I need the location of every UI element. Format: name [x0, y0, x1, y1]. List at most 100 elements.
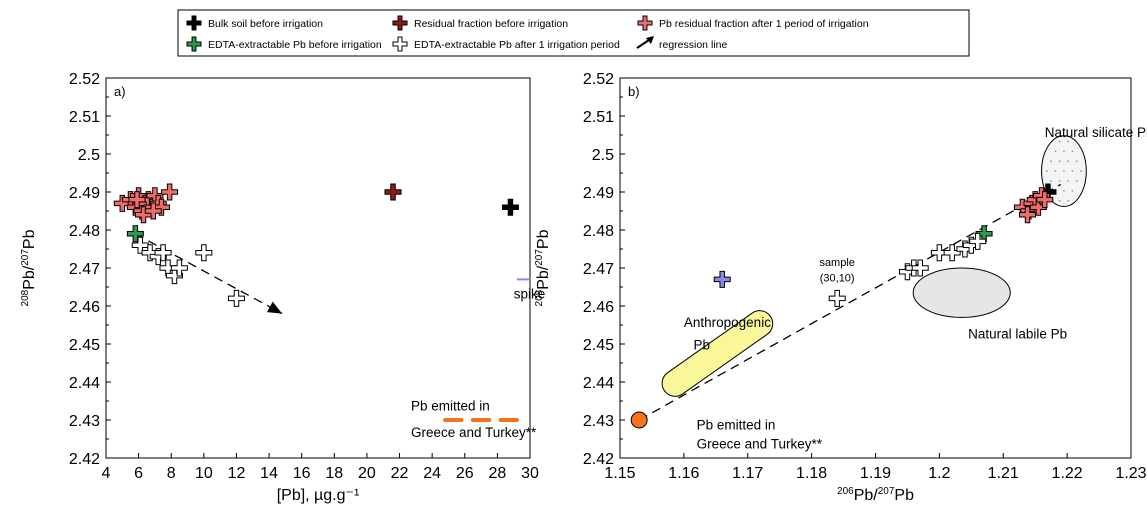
x-tick-label: 1.23	[1115, 465, 1146, 482]
legend-arrow-icon	[646, 36, 654, 44]
y-tick-label: 2.51	[69, 109, 100, 126]
natural-silicate-dot	[1058, 180, 1061, 182]
y-tick-label: 2.48	[583, 223, 614, 240]
anthropogenic-region	[661, 310, 774, 397]
natural-silicate-dot	[1071, 170, 1074, 173]
data-point-series-4	[713, 270, 731, 288]
y-axis-label-part: Pb	[535, 229, 552, 249]
emitted-pb-point	[630, 411, 648, 429]
data-point-series-4	[141, 244, 159, 262]
regression-line	[638, 183, 1062, 421]
y-tick-label: 2.46	[583, 299, 614, 316]
annotation: Anthropogenic	[684, 315, 771, 330]
natural-silicate-dot	[1075, 160, 1078, 163]
natural-silicate-dot	[1071, 189, 1074, 192]
x-tick-label: 1.16	[668, 465, 699, 482]
data-point-series-4	[170, 259, 188, 277]
y-tick-label: 2.42	[69, 451, 100, 468]
data-point-series-2	[128, 191, 146, 209]
x-tick-label: 12	[228, 465, 246, 482]
y-tick-label: 2.44	[69, 375, 100, 392]
panel-b: 2.42 2.43 2.44 2.45 2.46 2.47 2.48 2.49 2.5 2.51 2…	[534, 71, 1147, 504]
y-tick-label: 2.48	[69, 223, 100, 240]
x-axis-label-part: Pb	[894, 487, 914, 504]
data-point-series-4	[195, 244, 213, 262]
natural-silicate-dot	[1050, 160, 1053, 163]
natural-silicate-dot	[1058, 199, 1061, 202]
x-tick-label: 1.19	[860, 465, 891, 482]
y-axis-label: 208Pb/207Pb	[534, 229, 552, 306]
annotation: Pb emitted in	[697, 418, 776, 433]
legend-label: regression line	[659, 39, 727, 51]
annotation: Pb emitted in	[411, 399, 490, 414]
annotation: (30,10)	[820, 272, 855, 284]
y-tick-label: 2.51	[583, 109, 614, 126]
x-tick-label: 24	[423, 465, 441, 482]
x-tick-label: 18	[325, 465, 343, 482]
y-axis-label-part: 207	[534, 249, 545, 266]
panel-label: b)	[628, 84, 640, 99]
y-axis-label-part: 207	[20, 249, 31, 266]
x-axis-label: [Pb], µg.g⁻¹	[277, 487, 360, 504]
annotation: Natural silicate Pb	[1045, 125, 1147, 140]
natural-silicate-dot	[1058, 140, 1061, 143]
natural-silicate-dot	[1080, 170, 1082, 173]
annotation: Pb	[693, 338, 710, 353]
legend-marker-2-icon	[637, 15, 653, 31]
y-axis-label-part: 208	[534, 289, 545, 306]
x-tick-label: 1.17	[732, 465, 763, 482]
annotation: spike	[514, 286, 546, 301]
data-point-series-1	[384, 183, 402, 201]
y-tick-label: 2.52	[69, 71, 100, 88]
y-axis-label-part: Pb/	[535, 265, 552, 290]
plot-frame	[619, 77, 1132, 459]
legend-label: Bulk soil before irrigation	[208, 18, 323, 30]
x-tick-label: 8	[167, 465, 176, 482]
legend-label: EDTA-extractable Pb after 1 irrigation p…	[414, 39, 620, 51]
data-point-series-2	[144, 202, 162, 220]
annotation: sample	[819, 257, 854, 269]
data-point-series-3	[969, 232, 987, 250]
y-tick-label: 2.5	[592, 147, 614, 164]
x-axis-label-part: Pb/	[854, 487, 879, 504]
y-tick-label: 2.5	[78, 147, 100, 164]
x-tick-label: 28	[488, 465, 506, 482]
regression-line	[135, 233, 283, 315]
natural-silicate-dot	[1067, 160, 1070, 163]
annotation: Greece and Turkey**	[697, 437, 823, 452]
y-tick-label: 2.49	[583, 185, 614, 202]
x-axis-label: 206Pb/207Pb	[837, 486, 914, 504]
y-tick-label: 2.44	[583, 375, 614, 392]
natural-silicate-dot	[1063, 150, 1065, 153]
natural-silicate-dot	[1067, 180, 1070, 182]
y-tick-label: 2.46	[69, 299, 100, 316]
y-tick-label: 2.52	[583, 71, 614, 88]
y-axis-label-part: Pb/	[21, 265, 38, 290]
data-point-series-3	[943, 244, 961, 262]
data-point-series-2	[975, 225, 993, 243]
natural-silicate-dot	[1050, 180, 1053, 182]
legend-marker-4-icon	[392, 36, 408, 52]
x-tick-label: 6	[134, 465, 143, 482]
y-tick-label: 2.47	[583, 261, 614, 278]
natural-silicate-dot	[1054, 150, 1057, 153]
natural-silicate-dot	[1067, 199, 1070, 202]
x-tick-label: 14	[260, 465, 278, 482]
natural-silicate-dot	[1075, 180, 1078, 182]
annotation: Greece and Turkey**	[411, 425, 537, 440]
data-point-series-3	[911, 259, 929, 277]
legend-label: EDTA-extractable Pb before irrigation	[208, 39, 382, 51]
y-axis-label-part: Pb	[21, 229, 38, 249]
legend-marker-0-icon	[186, 15, 202, 31]
natural-silicate-dot	[1063, 170, 1065, 173]
legend: Bulk soil before irrigation Residual frac…	[177, 9, 970, 57]
natural-silicate-dot	[1067, 140, 1070, 143]
regression-arrowhead-icon	[266, 301, 283, 314]
legend-label: Pb residual fraction after 1 period of i…	[659, 18, 869, 30]
data-point-series-3	[930, 244, 948, 262]
x-tick-label: 26	[456, 465, 474, 482]
y-axis-label-part: 208	[20, 289, 31, 306]
y-tick-label: 2.42	[583, 451, 614, 468]
x-tick-label: 1.18	[796, 465, 827, 482]
natural-silicate-dot	[1071, 150, 1074, 153]
